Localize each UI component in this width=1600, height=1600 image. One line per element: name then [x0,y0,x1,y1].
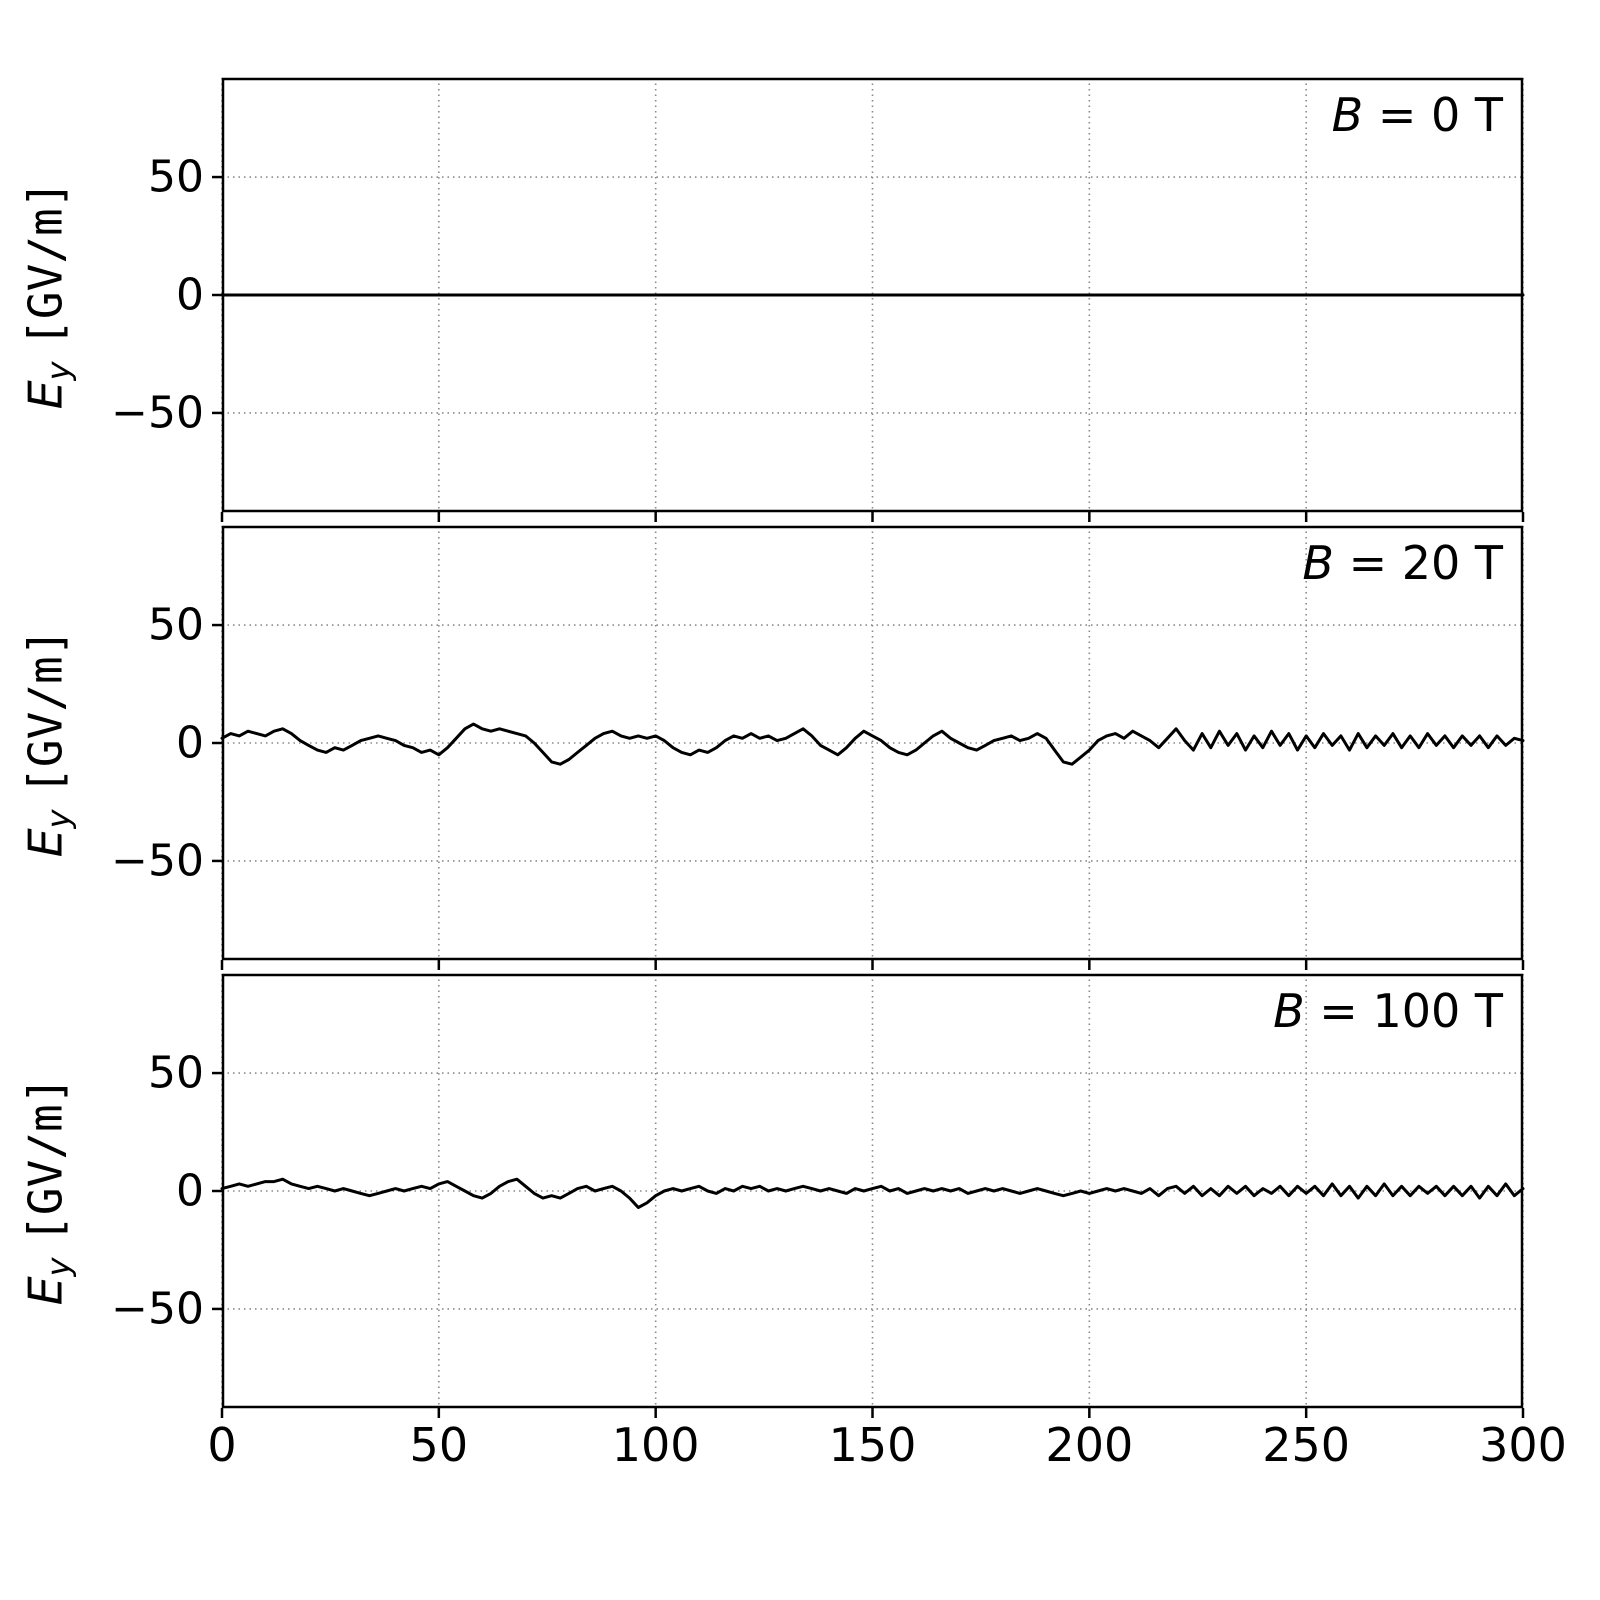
annotation-value: = 20 T [1333,536,1503,590]
x-tick-label: 50 [409,1418,469,1472]
y-tick-label: 0 [176,717,204,769]
x-tick-label: 100 [611,1418,700,1472]
annotation-symbol: B [1273,984,1305,1038]
panel-b0: Ey [GV/m] 50 0 −50 B = 0 T [0,77,1600,522]
y-axis-unit: [GV/m] [18,180,73,347]
y-axis-subscript: y [39,809,78,829]
x-tick-label: 200 [1045,1418,1134,1472]
x-axis-tick-labels: 0 50 100 150 200 250 300 [207,1418,1567,1478]
y-tick-label: 0 [176,1165,204,1217]
panel-annotation: B = 100 T [1273,984,1503,1038]
y-tick-label: 50 [148,151,204,203]
panel-b100: Ey [GV/m] 50 0 −50 B = 100 T [0,973,1600,1418]
y-axis-subscript: y [39,361,78,381]
panel-annotation: B = 20 T [1302,536,1503,590]
y-tick-label: −50 [111,1283,204,1335]
annotation-symbol: B [1331,88,1364,142]
line-plot [212,525,1525,970]
y-axis-subscript: y [39,1257,78,1277]
y-tick-label: 50 [148,1047,204,1099]
y-axis-unit: [GV/m] [18,628,73,795]
plot-area: B = 20 T [212,525,1525,970]
plot-area: B = 100 T [212,973,1525,1418]
panel-annotation: B = 0 T [1332,88,1503,142]
annotation-value: = 0 T [1363,88,1503,142]
panel-b20: Ey [GV/m] 50 0 −50 B = 20 T [0,525,1600,970]
x-tick-label: 150 [828,1418,917,1472]
x-tick-label: 0 [207,1418,237,1472]
line-plot [212,973,1525,1418]
annotation-value: = 100 T [1304,984,1503,1038]
x-tick-label: 250 [1262,1418,1351,1472]
y-tick-label: 0 [176,269,204,321]
x-tick-label: 300 [1479,1418,1567,1472]
annotation-symbol: B [1302,536,1334,590]
plot-area: B = 0 T [212,77,1525,522]
y-axis-unit: [GV/m] [18,1076,73,1243]
line-plot [212,77,1525,522]
y-tick-label: −50 [111,387,204,439]
y-tick-label: 50 [148,599,204,651]
y-tick-label: −50 [111,835,204,887]
